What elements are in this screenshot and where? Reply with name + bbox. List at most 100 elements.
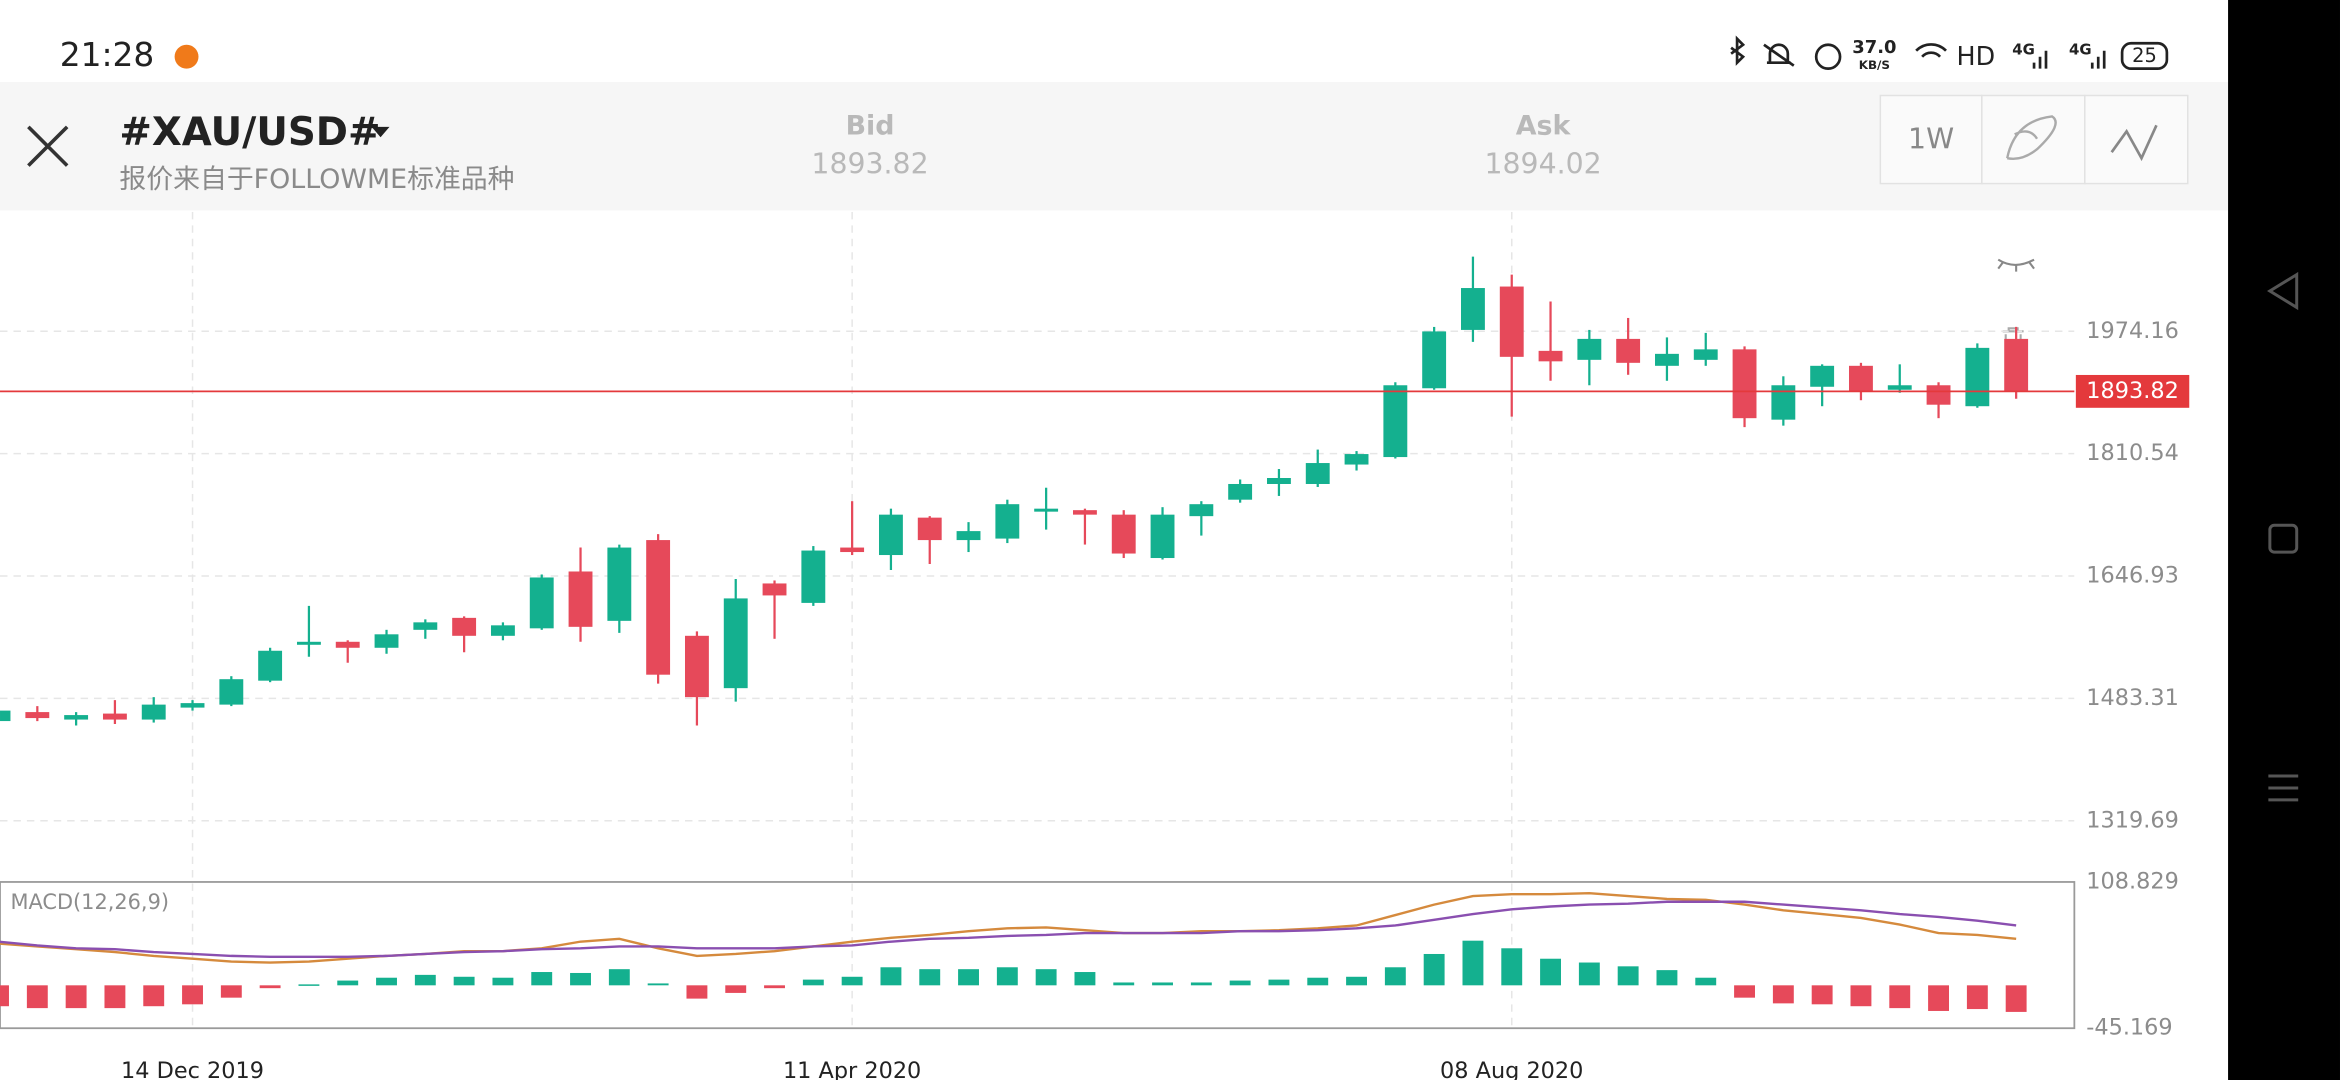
- candle-body: [1616, 338, 1641, 363]
- macd-panel-frame: [0, 881, 2076, 1030]
- macd-histogram-bar: [1229, 980, 1251, 986]
- draw-tool-button[interactable]: [1981, 94, 2086, 185]
- candle-body: [102, 713, 127, 720]
- candle-body: [723, 598, 748, 689]
- timeframe-label[interactable]: 1W: [1908, 122, 1954, 155]
- timeframe-button[interactable]: [1879, 94, 1983, 185]
- candle-body: [296, 641, 321, 645]
- candle-body: [490, 625, 515, 636]
- nav-back[interactable]: [2266, 271, 2299, 311]
- candle-body: [1072, 510, 1097, 515]
- current-price-box: [2075, 374, 2190, 408]
- macd-histogram-bar: [1074, 972, 1096, 986]
- candle-body: [1383, 385, 1408, 458]
- macd-histogram-bar: [1889, 985, 1911, 1009]
- nav-menu[interactable]: [2268, 774, 2299, 802]
- candle-body: [1189, 504, 1214, 517]
- candle-body: [1538, 350, 1563, 362]
- candle-body: [1810, 365, 1835, 387]
- macd-line: [0, 900, 2017, 959]
- macd-histogram-bar: [1811, 985, 1833, 1005]
- macd-histogram-bar: [298, 984, 320, 986]
- macd-histogram-bar: [0, 985, 9, 1007]
- candle-body: [25, 712, 50, 719]
- indicator-button[interactable]: [2084, 94, 2189, 185]
- header-bar: [0, 82, 2229, 211]
- candle-body: [335, 641, 360, 648]
- macd-histogram-bar: [1578, 962, 1600, 986]
- ask-price: 1894.02: [1484, 148, 1601, 181]
- candle-body: [1732, 349, 1757, 419]
- mute-icon: [1763, 43, 1795, 67]
- candle-body: [684, 635, 709, 698]
- candle-body: [1499, 286, 1524, 357]
- candle-body: [995, 504, 1020, 539]
- macd-line: [0, 892, 2017, 964]
- macd-histogram-bar: [1928, 985, 1949, 1011]
- candle-body: [1034, 508, 1059, 512]
- macd-histogram-bar: [1384, 967, 1406, 986]
- nav-home[interactable]: [2268, 523, 2299, 554]
- status-icons: [1730, 35, 2169, 70]
- macd-histogram-bar: [1966, 985, 1988, 1010]
- ask-label: Ask: [1516, 110, 1572, 141]
- macd-histogram-bar: [1190, 982, 1212, 986]
- candle-body: [1655, 353, 1679, 366]
- candle-body: [1150, 514, 1175, 559]
- brush-icon: [2006, 115, 2057, 160]
- macd-histogram-bar: [1035, 969, 1057, 986]
- macd-histogram-bar: [1423, 953, 1445, 986]
- macd-histogram-bar: [958, 969, 979, 986]
- candle-body: [0, 710, 11, 722]
- candle-body: [1693, 349, 1718, 360]
- macd-histogram-bar: [1540, 958, 1561, 986]
- indicator-title: MACD(12,26,9): [10, 890, 169, 914]
- candle-body: [258, 650, 283, 681]
- candle-body: [1849, 365, 1873, 392]
- candle-body: [2004, 338, 2029, 392]
- symbol-dropdown[interactable]: [371, 126, 390, 138]
- close-button[interactable]: [27, 125, 69, 167]
- candle-body: [413, 622, 438, 630]
- macd-histogram-bar: [531, 972, 553, 986]
- macd-histogram-bar: [1734, 985, 1755, 998]
- current-price-label: 1893.82: [2086, 378, 2179, 404]
- network-type-2: 4G: [2069, 41, 2092, 59]
- candle-body: [1965, 347, 1990, 407]
- candle-body: [1228, 483, 1253, 500]
- y-tick-label: -45.169: [2086, 1015, 2172, 1041]
- visibility-icon[interactable]: [1997, 258, 2035, 272]
- y-tick-label: 1483.31: [2086, 685, 2179, 711]
- candle-body: [646, 540, 671, 675]
- macd-histogram-bar: [1501, 948, 1523, 986]
- macd-histogram-bar: [337, 980, 359, 986]
- candle-body: [1111, 514, 1136, 554]
- macd-histogram-bar: [259, 985, 281, 989]
- symbol-title[interactable]: #XAU/USD#: [119, 110, 380, 155]
- macd-histogram-bar: [143, 985, 165, 1007]
- macd-histogram-bar: [570, 972, 591, 986]
- nav-bar: [2228, 0, 2340, 1080]
- y-tick-label: 1974.16: [2086, 318, 2179, 344]
- macd-histogram-bar: [453, 976, 475, 986]
- candle-body: [1577, 338, 1602, 360]
- macd-histogram-bar: [1113, 982, 1135, 986]
- macd-histogram-bar: [492, 977, 514, 986]
- macd-histogram-bar: [1772, 985, 1794, 1004]
- app-notification-icon: [174, 44, 199, 69]
- signal-bars-1: [2032, 50, 2048, 69]
- macd-histogram-bar: [1617, 966, 1639, 986]
- macd-histogram-bar: [1307, 977, 1329, 986]
- macd-histogram-bar: [2005, 985, 2027, 1012]
- y-tick-label: 1810.54: [2086, 440, 2179, 466]
- candle-body: [762, 583, 787, 596]
- macd-histogram-bar: [919, 969, 941, 986]
- candle-body: [840, 547, 865, 553]
- macd-histogram-bar: [1462, 940, 1484, 986]
- macd-histogram-bar: [26, 985, 48, 1009]
- candle-body: [1461, 288, 1485, 330]
- macd-histogram-bar: [802, 979, 824, 986]
- candle-body: [452, 617, 477, 636]
- candle-body: [956, 531, 981, 541]
- macd-histogram-bar: [996, 967, 1018, 986]
